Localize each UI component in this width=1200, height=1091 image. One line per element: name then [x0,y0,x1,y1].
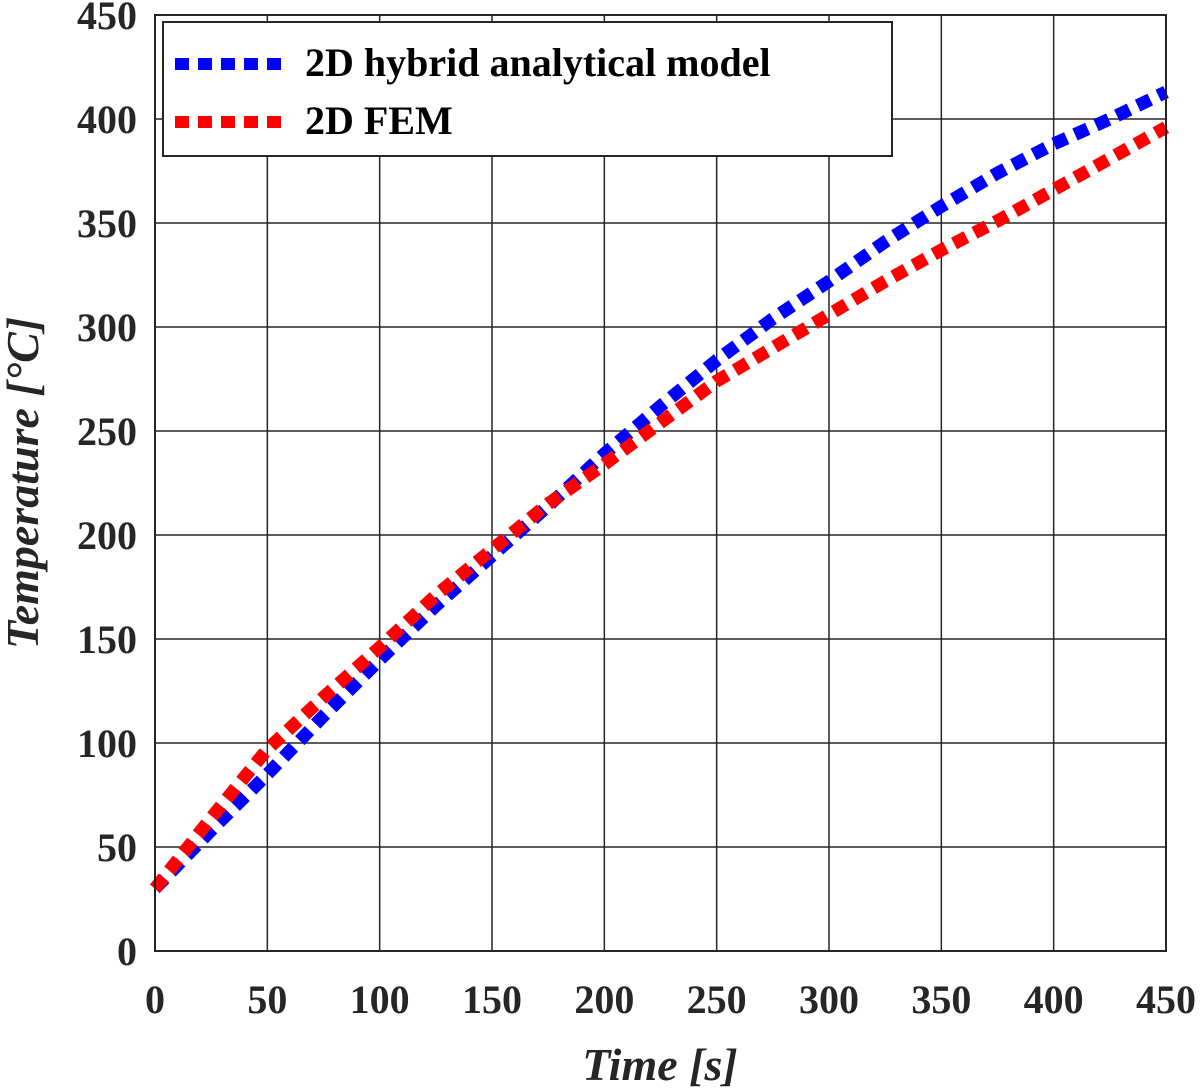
y-tick-label: 400 [77,97,137,142]
x-tick-label: 400 [1024,977,1084,1022]
x-tick-label: 250 [687,977,747,1022]
y-axis-label: Temperature [°C] [0,317,48,649]
y-tick-label: 350 [77,201,137,246]
legend-label-fem: 2D FEM [305,98,453,143]
x-tick-label: 350 [911,977,971,1022]
series-line-1 [149,121,1170,893]
y-tick-labels: 0 50 100 150 200 250 300 350 400 450 [77,0,137,974]
y-tick-label: 200 [77,513,137,558]
y-tick-label: 50 [97,825,137,870]
y-tick-label: 450 [77,0,137,38]
series-line-0 [150,86,1169,894]
y-tick-label: 100 [77,721,137,766]
legend-box [162,21,893,157]
legend-label-hybrid-model: 2D hybrid analytical model [305,40,771,85]
y-tick-label: 300 [77,305,137,350]
y-tick-label: 0 [117,929,137,974]
y-tick-label: 250 [77,409,137,454]
x-tick-label: 200 [574,977,634,1022]
x-tick-label: 150 [462,977,522,1022]
x-tick-label: 50 [247,977,287,1022]
x-tick-label: 100 [350,977,410,1022]
x-tick-labels: 0 50 100 150 200 250 300 350 400 450 [145,977,1196,1022]
plot-frame [154,14,1167,952]
x-tick-label: 450 [1136,977,1196,1022]
series-layer [149,86,1170,894]
x-tick-label: 300 [799,977,859,1022]
y-tick-label: 150 [77,617,137,662]
legend: 2D hybrid analytical model 2D FEM [162,21,893,157]
x-axis-label: Time [s] [582,1039,737,1090]
x-tick-label: 0 [145,977,165,1022]
